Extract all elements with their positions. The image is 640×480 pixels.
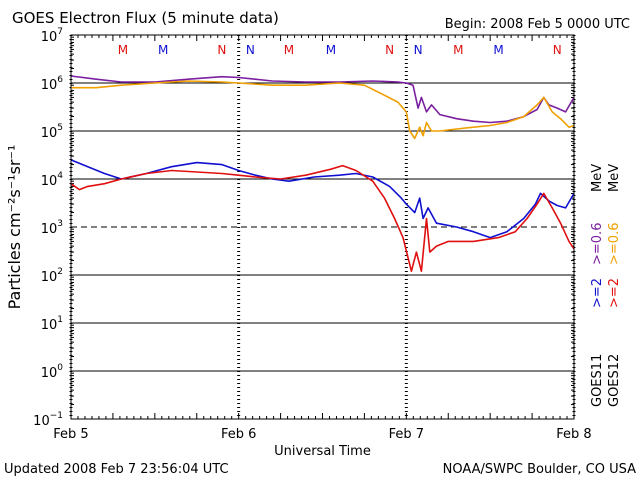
updated-timestamp: Updated 2008 Feb 7 23:56:04 UTC xyxy=(4,462,229,477)
marker-n: N xyxy=(414,43,423,57)
series-line-3 xyxy=(70,164,575,272)
y-tick-label: 104 xyxy=(41,171,64,189)
legend: GOES11 GOES12 >=2 >=0.6 >=2 >=0.6 MeV Me… xyxy=(590,164,622,407)
y-tick-label: 102 xyxy=(41,267,63,285)
y-tick-label: 105 xyxy=(41,123,63,141)
x-tick-label: Feb 8 xyxy=(556,427,591,442)
marker-m: M xyxy=(326,43,336,57)
series-line-0 xyxy=(70,75,575,124)
y-tick-label: 103 xyxy=(41,219,63,237)
credit-label: NOAA/SWPC Boulder, CO USA xyxy=(443,462,636,477)
legend-satellite-goes12: GOES12 xyxy=(607,354,622,407)
marker-n: N xyxy=(553,43,562,57)
x-tick-label: Feb 5 xyxy=(53,427,88,442)
y-tick-labels: 107 106 105 104 103 102 101 100 10−1 xyxy=(33,27,63,429)
x-tick-labels: Feb 5 Feb 6 Feb 7 Feb 8 xyxy=(53,427,591,442)
marker-m: M xyxy=(158,43,168,57)
plot-frame xyxy=(70,34,575,420)
legend-satellite-goes11: GOES11 xyxy=(590,354,605,407)
x-tick-label: Feb 6 xyxy=(221,427,256,442)
x-axis-label: Universal Time xyxy=(274,444,371,459)
series-line-2 xyxy=(70,159,575,239)
y-tick-label: 100 xyxy=(41,363,64,381)
legend-unit-goes11: MeV xyxy=(590,164,605,192)
marker-m: M xyxy=(284,43,294,57)
marker-m: M xyxy=(118,43,128,57)
legend-energy-goes12-low: >=0.6 xyxy=(607,223,622,265)
y-tick-label: 107 xyxy=(41,27,63,45)
y-tick-label: 106 xyxy=(41,75,64,93)
legend-energy-goes11-high: >=2 xyxy=(590,278,605,308)
y-axis-label: Particles cm⁻²s⁻¹sr⁻¹ xyxy=(5,145,24,310)
marker-m: M xyxy=(493,43,503,57)
grid-lines xyxy=(71,34,574,420)
legend-energy-goes11-low: >=0.6 xyxy=(590,223,605,265)
chart-title: GOES Electron Flux (5 minute data) xyxy=(12,9,279,27)
legend-unit-goes12: MeV xyxy=(607,164,622,192)
series-line-1 xyxy=(71,80,575,140)
y-tick-label: 101 xyxy=(41,315,63,333)
marker-m: M xyxy=(453,43,463,57)
marker-n: N xyxy=(217,43,226,57)
legend-energy-goes12-high: >=2 xyxy=(607,278,622,308)
series-lines xyxy=(70,75,575,272)
marker-n: N xyxy=(246,43,255,57)
marker-n: N xyxy=(385,43,394,57)
x-tick-label: Feb 7 xyxy=(389,427,424,442)
y-tick-label: 10−1 xyxy=(33,411,63,429)
begin-label: Begin: 2008 Feb 5 0000 UTC xyxy=(445,17,630,32)
